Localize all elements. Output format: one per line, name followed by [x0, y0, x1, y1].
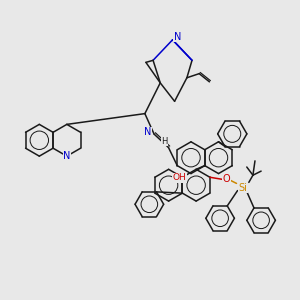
Text: Si: Si — [238, 182, 247, 193]
Text: N: N — [174, 32, 182, 42]
Text: N: N — [63, 151, 70, 161]
Text: O: O — [223, 174, 230, 184]
Text: H: H — [161, 137, 167, 146]
Text: OH: OH — [173, 173, 187, 182]
Text: N: N — [144, 127, 152, 137]
